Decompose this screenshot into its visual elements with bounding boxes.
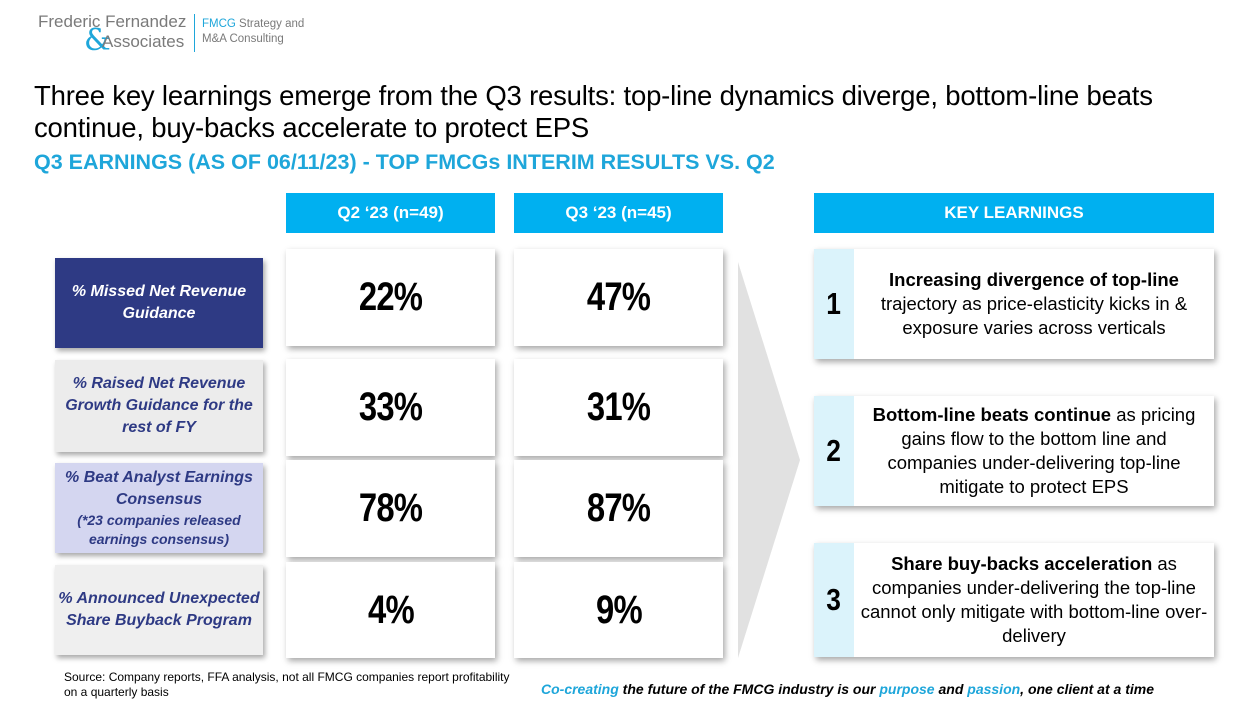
logo-tag-brand: FMCG [202, 18, 236, 30]
column-header-q2: Q2 ‘23 (n=49) [286, 193, 495, 233]
learning-rest-text: trajectory as price-elasticity kicks in … [880, 293, 1188, 338]
logo-name-line1: Frederic Fernandez [38, 12, 187, 31]
row-label-text: % Raised Net Revenue Growth Guidance for… [65, 375, 253, 436]
row-label-text: % Beat Analyst Earnings Consensus [65, 469, 253, 508]
value-text: 47% [586, 275, 651, 319]
row-label-raised-guidance: % Raised Net Revenue Growth Guidance for… [55, 360, 263, 452]
logo-name-line2: Associates [102, 32, 185, 51]
slide-subtitle: Q3 EARNINGS (AS OF 06/11/23) - TOP FMCGs… [34, 150, 775, 174]
value-cell-q3-missed: 47% [514, 249, 723, 346]
key-learning-3: 3 Share buy-backs acceleration as compan… [814, 543, 1214, 657]
footer-text: the future of the FMCG industry is our [618, 681, 880, 697]
column-header-q3: Q3 ‘23 (n=45) [514, 193, 723, 233]
value-text: 78% [358, 486, 423, 530]
company-logo: Frederic Fernandez & Associates FMCG Str… [38, 12, 328, 60]
footer-highlight: purpose [879, 681, 935, 697]
learning-bold-text: Bottom-line beats continue [872, 404, 1112, 425]
value-text: 33% [358, 385, 423, 429]
value-cell-q2-raised: 33% [286, 359, 495, 456]
footer-highlight: Co-creating [541, 681, 619, 697]
value-cell-q2-buyback: 4% [286, 562, 495, 658]
value-text: 22% [358, 275, 423, 319]
value-text: 4% [367, 587, 415, 632]
learning-rest-text: as companies under-delivering the top-li… [860, 553, 1208, 646]
logo-ampersand: & [84, 23, 111, 58]
key-learning-1: 1 Increasing divergence of top-line traj… [814, 249, 1214, 359]
logo-tagline-line2: M&A Consulting [202, 33, 284, 45]
value-cell-q3-raised: 31% [514, 359, 723, 456]
row-label-share-buyback: % Announced Unexpected Share Buyback Pro… [55, 565, 263, 655]
value-cell-q2-beat: 78% [286, 460, 495, 557]
logo-divider [194, 14, 195, 52]
key-learning-2: 2 Bottom-line beats continue as pricing … [814, 396, 1214, 506]
row-label-text: % Missed Net Revenue Guidance [71, 283, 247, 322]
learning-number: 3 [814, 543, 854, 657]
learning-number-text: 1 [826, 286, 842, 321]
learning-bold-text: Increasing divergence of top-line [889, 269, 1179, 290]
learning-bold-text: Share buy-backs acceleration [891, 553, 1153, 574]
learning-text: Increasing divergence of top-line trajec… [854, 249, 1214, 359]
learning-number: 2 [814, 396, 854, 506]
value-text: 87% [586, 486, 651, 530]
learning-number-text: 3 [826, 582, 842, 617]
logo-tag-line1-rest: Strategy and [235, 18, 305, 30]
source-note: Source: Company reports, FFA analysis, n… [64, 670, 510, 699]
slide-headline: Three key learnings emerge from the Q3 r… [34, 80, 1153, 143]
learning-text: Bottom-line beats continue as pricing ga… [854, 396, 1214, 506]
footer-text: , one client at a time [1020, 681, 1154, 697]
row-label-missed-guidance: % Missed Net Revenue Guidance [55, 258, 263, 348]
learning-number-text: 2 [826, 433, 842, 468]
column-header-key-learnings: KEY LEARNINGS [814, 193, 1214, 233]
value-text: 9% [595, 587, 643, 632]
value-cell-q2-missed: 22% [286, 249, 495, 346]
row-label-beat-consensus: % Beat Analyst Earnings Consensus (*23 c… [55, 463, 263, 553]
footer-highlight: passion [967, 681, 1021, 697]
chevron-right-icon [738, 262, 800, 658]
learning-number: 1 [814, 249, 854, 359]
row-label-note: (*23 companies released earnings consens… [77, 512, 241, 547]
row-label-text: % Announced Unexpected Share Buyback Pro… [58, 590, 260, 629]
value-cell-q3-buyback: 9% [514, 562, 723, 658]
learning-rest-text: as pricing gains flow to the bottom line… [887, 404, 1196, 497]
learning-text: Share buy-backs acceleration as companie… [854, 543, 1214, 657]
logo-tagline-line1: FMCG Strategy and [202, 18, 304, 30]
value-cell-q3-beat: 87% [514, 460, 723, 557]
footer-tagline: Co-creating the future of the FMCG indus… [541, 681, 1154, 697]
footer-text: and [934, 681, 968, 697]
value-text: 31% [586, 385, 651, 429]
